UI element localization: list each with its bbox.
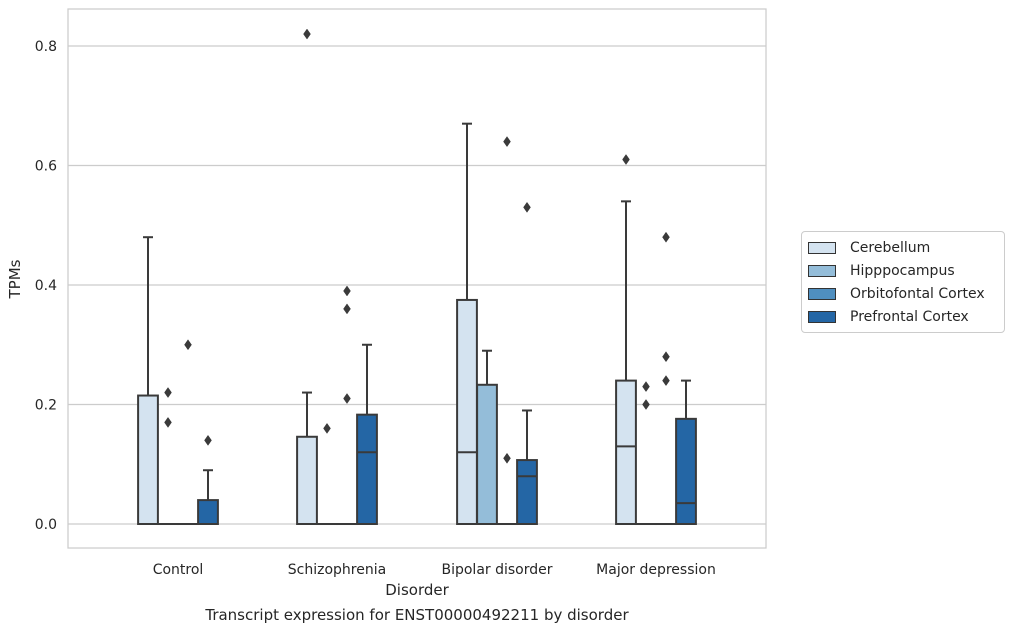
y-axis-title: TPMs	[6, 259, 24, 299]
figure-caption: Transcript expression for ENST0000049221…	[205, 606, 629, 624]
outlier-point	[523, 201, 531, 213]
legend-swatch	[808, 287, 836, 300]
x-tick-label: Bipolar disorder	[441, 562, 552, 578]
outlier-point	[303, 28, 311, 40]
box-prefrontal-cortex	[356, 343, 378, 525]
plot-area-frame	[67, 8, 767, 549]
box-prefrontal-cortex	[516, 201, 538, 526]
legend: Cerebellum Hipppocampus Orbitofontal Corte…	[801, 231, 1005, 333]
y-tick-label: 0.4	[35, 278, 57, 294]
box-cerebellum	[296, 28, 318, 526]
box-orbitofontal-cortex	[336, 285, 358, 526]
box-body	[516, 459, 538, 526]
legend-swatch	[808, 241, 836, 254]
box-hipppocampus	[476, 349, 498, 525]
legend-label: Cerebellum	[850, 239, 931, 256]
outlier-point	[662, 375, 670, 387]
legend-swatch	[808, 310, 836, 323]
legend-label: Orbitofontal Cortex	[850, 285, 985, 302]
box-prefrontal-cortex	[675, 379, 697, 525]
x-tick-label: Control	[153, 562, 204, 578]
box-hipppocampus	[316, 422, 338, 526]
y-tick-label: 0.2	[35, 398, 57, 414]
box-body	[197, 499, 219, 526]
outlier-point	[204, 434, 212, 446]
box-body	[456, 298, 478, 525]
legend-item: Hipppocampus	[802, 259, 1004, 282]
box-body	[476, 383, 498, 525]
legend-item: Orbitofontal Cortex	[802, 282, 1004, 305]
box-hipppocampus	[635, 381, 657, 526]
outlier-point	[642, 399, 650, 410]
y-tick-label: 0.8	[35, 39, 57, 55]
outlier-point	[164, 387, 172, 398]
outlier-point	[662, 351, 670, 363]
y-tick-label: 0.6	[35, 159, 57, 175]
outlier-point	[343, 285, 351, 297]
legend-item: Cerebellum	[802, 236, 1004, 259]
y-tick-label: 0.0	[35, 517, 57, 533]
legend-item: Prefrontal Cortex	[802, 305, 1004, 328]
outlier-point	[343, 303, 351, 315]
legend-swatch	[808, 264, 836, 277]
box-cerebellum	[615, 154, 637, 525]
outlier-point	[503, 136, 511, 148]
box-body	[675, 417, 697, 525]
box-body	[615, 379, 637, 525]
outlier-point	[323, 422, 331, 434]
box-body	[356, 413, 378, 525]
box-prefrontal-cortex	[197, 434, 219, 526]
box-hipppocampus	[157, 387, 179, 526]
x-tick-label: Schizophrenia	[288, 562, 386, 578]
box-body	[137, 394, 159, 525]
grid-layer	[68, 45, 766, 525]
outlier-point	[642, 381, 650, 393]
box-orbitofontal-cortex	[496, 136, 518, 526]
box-cerebellum	[137, 236, 159, 525]
box-orbitofontal-cortex	[177, 339, 199, 526]
outlier-point	[503, 452, 511, 464]
outlier-point	[622, 154, 630, 165]
box-body	[296, 435, 318, 526]
outlier-point	[343, 393, 351, 404]
legend-label: Prefrontal Cortex	[850, 308, 969, 325]
box-cerebellum	[456, 122, 478, 525]
box-orbitofontal-cortex	[655, 231, 677, 526]
ticks-layer: 0.0 0.2 0.4 0.6 0.8 Control Schizophrenia Bipol…	[35, 39, 716, 578]
x-tick-label: Major depression	[596, 562, 716, 578]
outlier-point	[662, 231, 670, 243]
x-axis-title: Disorder	[385, 581, 449, 599]
boxes-layer	[137, 28, 697, 526]
legend-label: Hipppocampus	[850, 262, 955, 279]
outlier-point	[164, 416, 172, 428]
outlier-point	[184, 339, 192, 351]
